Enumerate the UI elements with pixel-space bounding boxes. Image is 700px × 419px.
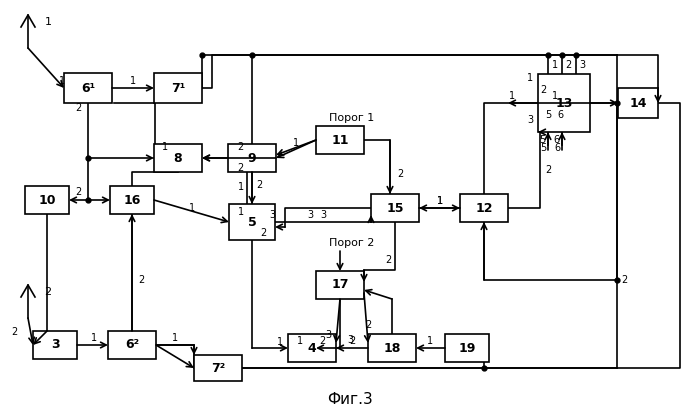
Bar xyxy=(316,126,364,154)
Text: 1: 1 xyxy=(427,336,433,346)
Text: 7¹: 7¹ xyxy=(171,82,185,95)
Text: 18: 18 xyxy=(384,341,400,354)
Text: 14: 14 xyxy=(629,96,647,109)
Text: 5: 5 xyxy=(540,143,546,153)
Text: Фиг.3: Фиг.3 xyxy=(327,393,373,408)
Text: 1: 1 xyxy=(437,196,443,206)
Text: 1: 1 xyxy=(297,336,303,346)
Text: 2: 2 xyxy=(138,275,144,285)
Text: 3: 3 xyxy=(347,335,353,345)
Text: 6: 6 xyxy=(557,110,563,120)
Bar xyxy=(154,73,202,103)
Bar xyxy=(445,334,489,362)
Text: Порог 1: Порог 1 xyxy=(330,113,374,123)
Text: 17: 17 xyxy=(331,279,349,292)
Text: 1: 1 xyxy=(189,203,195,213)
Text: 11: 11 xyxy=(331,134,349,147)
Text: Порог 2: Порог 2 xyxy=(329,238,375,248)
Bar xyxy=(33,331,77,359)
Text: 9: 9 xyxy=(248,152,256,165)
Text: 1: 1 xyxy=(527,73,533,83)
Text: 1: 1 xyxy=(552,91,558,101)
Text: 2: 2 xyxy=(237,163,243,173)
Text: 3: 3 xyxy=(50,339,60,352)
Text: 3: 3 xyxy=(307,210,313,220)
Bar xyxy=(288,334,336,362)
Text: 2: 2 xyxy=(545,165,551,175)
Text: 1: 1 xyxy=(552,60,558,70)
Bar xyxy=(228,144,276,172)
Text: 1: 1 xyxy=(91,333,97,343)
Text: 1: 1 xyxy=(238,207,244,217)
Text: 2: 2 xyxy=(540,85,546,95)
Text: 1: 1 xyxy=(293,138,299,148)
Text: 15: 15 xyxy=(386,202,404,215)
Bar xyxy=(460,194,508,222)
Text: 1: 1 xyxy=(172,333,178,343)
Bar xyxy=(538,74,590,132)
Text: 1: 1 xyxy=(59,76,65,86)
Text: 2: 2 xyxy=(349,336,355,346)
Text: 2: 2 xyxy=(11,327,17,337)
Text: 4: 4 xyxy=(307,341,316,354)
Text: 12: 12 xyxy=(475,202,493,215)
Bar xyxy=(618,88,658,118)
Text: 3: 3 xyxy=(320,210,326,220)
Text: 16: 16 xyxy=(123,194,141,207)
Text: 6: 6 xyxy=(554,143,560,153)
Text: 3: 3 xyxy=(269,210,275,220)
Text: 3: 3 xyxy=(527,115,533,125)
Bar xyxy=(108,331,156,359)
Text: 13: 13 xyxy=(555,96,573,109)
Text: 7²: 7² xyxy=(211,362,225,375)
Bar xyxy=(194,355,242,381)
Text: 2: 2 xyxy=(365,320,371,330)
Text: 2: 2 xyxy=(237,142,243,152)
Text: 2: 2 xyxy=(75,103,81,113)
Bar xyxy=(110,186,154,214)
Text: 10: 10 xyxy=(38,194,56,207)
Text: 8: 8 xyxy=(174,152,182,165)
Text: 2: 2 xyxy=(565,60,571,70)
Text: 2: 2 xyxy=(260,228,266,238)
Bar xyxy=(154,144,202,172)
Text: 2: 2 xyxy=(397,169,403,179)
Text: 5: 5 xyxy=(539,135,545,145)
Text: 1: 1 xyxy=(238,182,244,192)
Text: 1: 1 xyxy=(509,91,515,101)
Text: 1: 1 xyxy=(437,196,443,206)
Text: 19: 19 xyxy=(458,341,476,354)
Text: 2: 2 xyxy=(75,187,81,197)
Text: 6¹: 6¹ xyxy=(81,82,95,95)
Text: 2: 2 xyxy=(385,255,391,265)
Text: 5: 5 xyxy=(545,110,551,120)
Text: 2: 2 xyxy=(319,336,325,346)
Bar xyxy=(371,194,419,222)
Text: 6²: 6² xyxy=(125,339,139,352)
Bar xyxy=(25,186,69,214)
Bar xyxy=(229,204,275,240)
Text: 1: 1 xyxy=(130,76,136,86)
Text: 3: 3 xyxy=(579,60,585,70)
Bar xyxy=(64,73,112,103)
Text: 5: 5 xyxy=(248,215,256,228)
Bar xyxy=(368,334,416,362)
Text: 1: 1 xyxy=(277,337,283,347)
Text: 3: 3 xyxy=(325,330,331,340)
Text: 2: 2 xyxy=(44,287,52,297)
Text: 6: 6 xyxy=(553,135,559,145)
Bar xyxy=(316,271,364,299)
Text: 2: 2 xyxy=(621,275,627,285)
Text: 2: 2 xyxy=(256,180,262,190)
Text: 1: 1 xyxy=(45,17,52,27)
Text: 1: 1 xyxy=(162,142,168,152)
